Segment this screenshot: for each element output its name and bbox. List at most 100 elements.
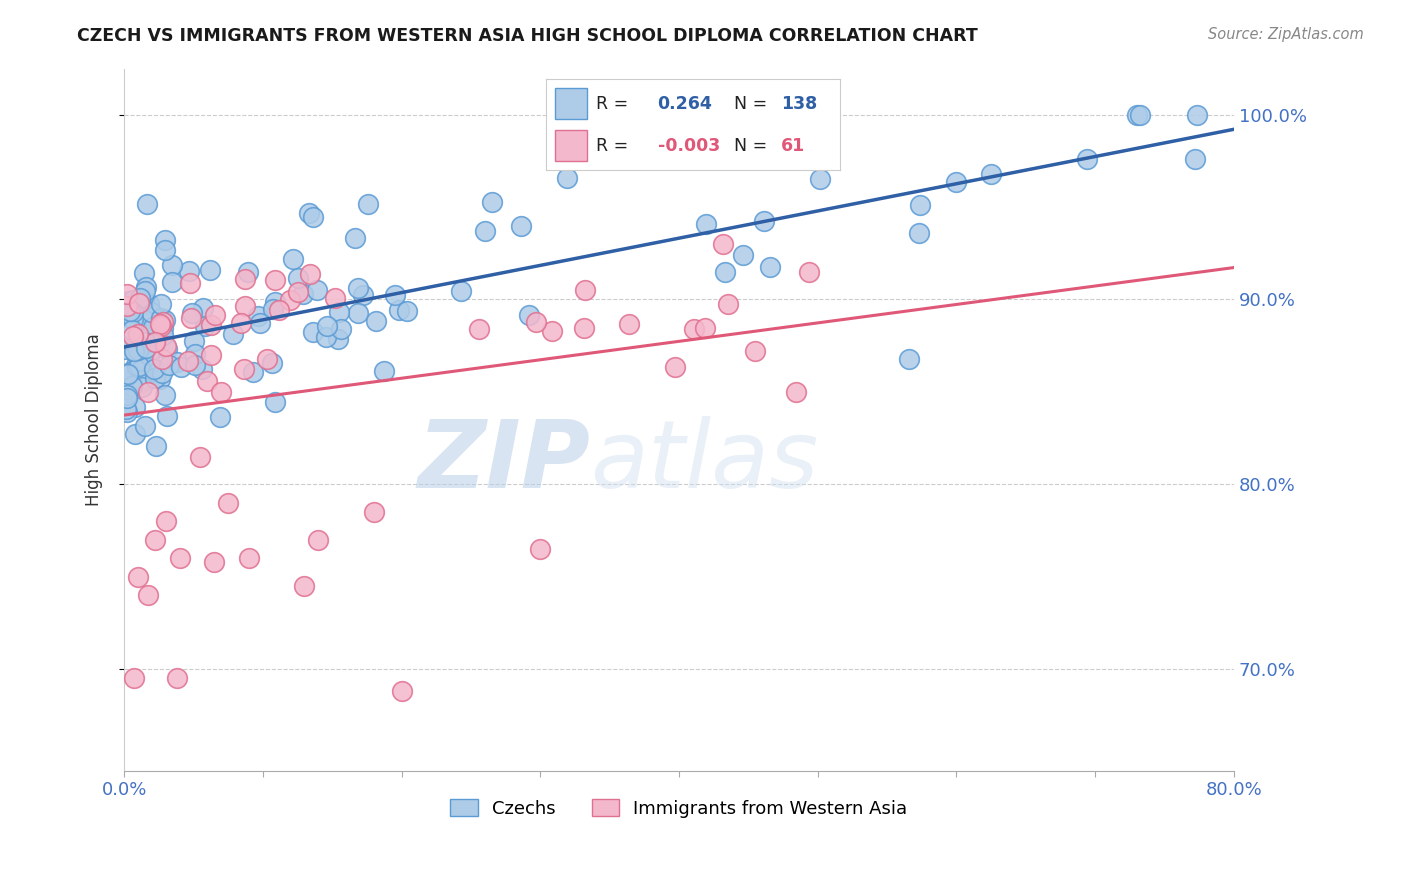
Point bbox=[209, 384, 232, 399]
Point bbox=[249, 316, 271, 330]
Point bbox=[617, 317, 640, 331]
Point bbox=[190, 450, 212, 464]
Point bbox=[898, 352, 921, 367]
Point bbox=[141, 319, 163, 334]
Point bbox=[117, 405, 139, 419]
Point bbox=[195, 374, 218, 388]
Point bbox=[127, 327, 149, 342]
Point bbox=[142, 362, 165, 376]
Point bbox=[141, 342, 163, 356]
Point bbox=[134, 335, 156, 350]
Point bbox=[524, 315, 547, 329]
Point bbox=[128, 296, 150, 310]
Point bbox=[124, 427, 146, 442]
Point bbox=[177, 354, 200, 368]
Point bbox=[574, 321, 596, 335]
Point bbox=[149, 317, 172, 331]
Point bbox=[121, 323, 143, 337]
Point bbox=[229, 316, 252, 330]
Point bbox=[155, 339, 177, 353]
Point bbox=[256, 352, 278, 367]
Point bbox=[143, 334, 166, 349]
Point bbox=[115, 300, 138, 314]
Point bbox=[118, 365, 141, 379]
Point bbox=[134, 284, 156, 298]
Point bbox=[122, 671, 145, 685]
Point bbox=[149, 310, 172, 325]
Point bbox=[731, 248, 754, 262]
Point bbox=[190, 362, 212, 376]
Point bbox=[238, 551, 260, 566]
Point bbox=[328, 305, 350, 319]
Point bbox=[115, 402, 138, 417]
Point bbox=[141, 305, 163, 319]
Point bbox=[169, 551, 191, 566]
Point bbox=[307, 533, 329, 547]
Point bbox=[980, 167, 1002, 181]
Point bbox=[149, 372, 172, 386]
Point bbox=[263, 394, 285, 409]
Point bbox=[387, 303, 409, 318]
Point bbox=[233, 272, 256, 286]
Point bbox=[208, 410, 231, 425]
Point bbox=[125, 339, 148, 353]
Point bbox=[122, 328, 145, 343]
Point bbox=[122, 304, 145, 318]
Point bbox=[200, 318, 222, 332]
Point bbox=[222, 326, 245, 341]
Point bbox=[115, 286, 138, 301]
Point bbox=[298, 267, 321, 281]
Point bbox=[287, 271, 309, 285]
Text: atlas: atlas bbox=[591, 417, 818, 508]
Point bbox=[247, 310, 270, 324]
Point bbox=[150, 351, 173, 366]
Point bbox=[695, 321, 717, 335]
Point bbox=[744, 344, 766, 359]
Point bbox=[128, 359, 150, 373]
Point bbox=[115, 382, 138, 396]
Point bbox=[315, 330, 337, 344]
Point bbox=[143, 371, 166, 385]
Point bbox=[202, 555, 225, 569]
Point bbox=[153, 243, 176, 257]
Text: ZIP: ZIP bbox=[418, 416, 591, 508]
Point bbox=[180, 310, 202, 325]
Point bbox=[150, 318, 173, 333]
Point bbox=[121, 378, 143, 392]
Point bbox=[156, 409, 179, 423]
Point bbox=[717, 296, 740, 310]
Point bbox=[114, 374, 136, 388]
Point bbox=[1129, 108, 1152, 122]
Point bbox=[262, 301, 284, 316]
Point bbox=[664, 359, 686, 374]
Point bbox=[323, 291, 346, 305]
Point bbox=[714, 265, 737, 279]
Point bbox=[152, 320, 174, 334]
Point bbox=[910, 198, 932, 212]
Point bbox=[166, 355, 188, 369]
Point bbox=[242, 365, 264, 379]
Point bbox=[278, 293, 301, 307]
Point bbox=[169, 360, 191, 375]
Point bbox=[391, 684, 413, 698]
Point bbox=[711, 237, 734, 252]
Point bbox=[127, 343, 149, 358]
Point bbox=[373, 364, 395, 378]
Point bbox=[134, 293, 156, 308]
Point bbox=[366, 313, 388, 327]
Point bbox=[134, 419, 156, 434]
Point bbox=[287, 285, 309, 300]
Point bbox=[450, 284, 472, 298]
Point bbox=[132, 374, 155, 388]
Point bbox=[294, 579, 316, 593]
Point bbox=[510, 219, 533, 233]
Point bbox=[125, 345, 148, 359]
Point bbox=[125, 334, 148, 348]
Point bbox=[153, 313, 176, 327]
Point bbox=[160, 258, 183, 272]
Point bbox=[302, 325, 325, 339]
Point bbox=[540, 324, 562, 338]
Point bbox=[302, 210, 325, 224]
Point bbox=[129, 363, 152, 377]
Point bbox=[908, 226, 931, 240]
